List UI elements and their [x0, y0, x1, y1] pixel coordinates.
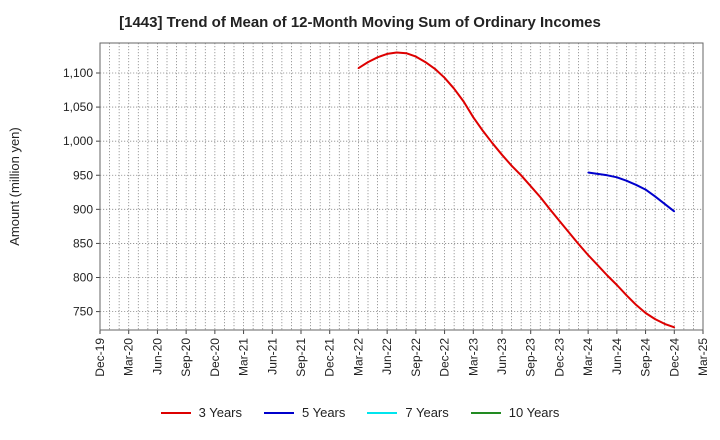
data-point [635, 303, 637, 306]
data-point [654, 318, 656, 320]
data-point [635, 183, 637, 186]
plot-frame [99, 42, 704, 331]
data-point [529, 185, 532, 187]
data-point [596, 173, 599, 175]
data-point [568, 231, 570, 234]
legend-swatch [470, 411, 501, 414]
data-point [558, 220, 561, 222]
data-point [376, 56, 379, 59]
data-point [434, 68, 436, 70]
y-axis-title: Amount (million yen) [7, 127, 22, 246]
data-point [395, 51, 398, 54]
data-point [462, 100, 465, 103]
x-tick-label: Dec-19 [93, 338, 107, 377]
data-point [587, 171, 589, 174]
legend-swatch [367, 411, 398, 414]
x-tick-label: Dec-23 [552, 338, 566, 377]
data-point [606, 174, 609, 177]
data-point [606, 274, 609, 277]
data-point [415, 55, 417, 58]
y-tick-label: 950 [73, 168, 93, 182]
legend-item: 7 Years [367, 405, 449, 420]
data-point [577, 243, 580, 245]
data-point [367, 61, 369, 63]
y-tick-label: 1,050 [63, 100, 93, 114]
data-point [644, 188, 647, 191]
data-point [616, 284, 618, 286]
y-tick-label: 1,000 [63, 134, 93, 148]
data-point [357, 67, 360, 70]
data-point [453, 87, 455, 90]
data-point [424, 61, 427, 63]
x-tick-label: Dec-24 [667, 338, 681, 377]
legend-label: 5 Years [302, 405, 346, 420]
x-tick-label: Dec-21 [323, 338, 337, 377]
legend-swatch [160, 411, 191, 414]
data-point [663, 203, 666, 205]
data-point [472, 116, 475, 119]
legend-label: 3 Years [198, 405, 242, 420]
data-point [625, 294, 628, 297]
data-point [654, 195, 656, 198]
chart-title: [1443] Trend of Mean of 12-Month Moving … [119, 14, 601, 31]
x-tick-label: Sep-23 [524, 338, 538, 377]
x-tick-label: Mar-20 [122, 338, 136, 376]
data-point [644, 312, 647, 314]
x-tick-label: Jun-23 [495, 338, 509, 375]
data-point [673, 210, 676, 213]
data-point [501, 154, 503, 156]
legend-item: 5 Years [264, 405, 345, 420]
x-tick-label: Mar-21 [237, 338, 251, 376]
series-line-1 [357, 51, 675, 329]
plot-area [100, 43, 703, 330]
x-tick-label: Jun-20 [150, 338, 164, 375]
data-point [520, 174, 522, 177]
y-tick-label: 800 [73, 271, 93, 285]
x-tick-label: Jun-22 [380, 338, 394, 375]
series-line-2 [587, 171, 675, 213]
x-tick-label: Mar-25 [696, 338, 710, 376]
x-tick-label: Sep-20 [179, 338, 193, 377]
x-tick-label: Jun-21 [265, 338, 279, 375]
y-tick-label: 750 [73, 305, 93, 319]
data-point [443, 76, 446, 79]
y-tick-label: 900 [73, 202, 93, 216]
data-point [616, 176, 618, 179]
data-point [625, 179, 628, 182]
x-tick-label: Dec-20 [208, 338, 222, 377]
data-point [405, 52, 408, 55]
data-point [482, 130, 484, 132]
data-point [673, 326, 676, 329]
legend-label: 7 Years [405, 405, 449, 420]
x-tick-label: Dec-22 [438, 338, 452, 377]
x-tick-label: Mar-23 [466, 338, 480, 376]
x-tick-label: Mar-22 [351, 338, 365, 376]
data-point [539, 196, 542, 198]
data-point [491, 142, 494, 145]
data-point [596, 264, 599, 267]
data-point [386, 53, 388, 55]
x-tick-label: Sep-22 [409, 338, 423, 377]
y-tick-label: 850 [73, 236, 93, 250]
x-tick-label: Sep-24 [639, 338, 653, 377]
y-tick-label: 1,100 [63, 66, 93, 80]
legend-item: 10 Years [470, 405, 560, 420]
x-tick-label: Sep-21 [294, 338, 308, 377]
legend-label: 10 Years [508, 405, 560, 420]
data-point [549, 208, 551, 211]
legend: 3 Years 5 Years 7 Years 10 Years [0, 405, 720, 420]
legend-swatch [264, 411, 294, 414]
x-tick-label: Jun-24 [610, 338, 624, 375]
legend-item: 3 Years [160, 405, 242, 420]
x-tick-label: Mar-24 [581, 338, 595, 376]
data-point [587, 254, 589, 256]
data-point [663, 323, 666, 325]
data-point [510, 164, 513, 167]
